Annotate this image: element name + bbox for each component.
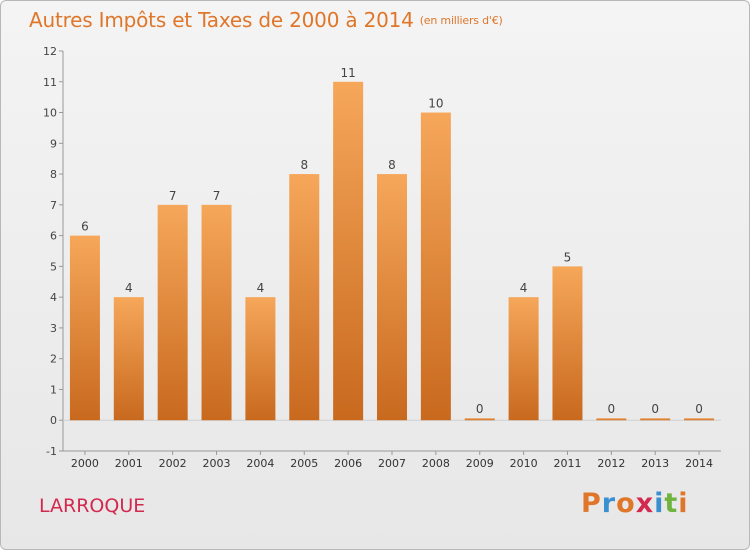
y-tick-label: 3 xyxy=(50,322,57,335)
chart-unit: (en milliers d'€) xyxy=(419,14,503,27)
data-label-2009: 0 xyxy=(476,402,484,416)
bar-2009 xyxy=(464,418,495,421)
data-label-2014: 0 xyxy=(695,402,703,416)
y-tick-label: 12 xyxy=(43,45,57,58)
y-tick-label: 10 xyxy=(43,107,57,120)
y-tick-label: 1 xyxy=(50,383,57,396)
data-label-2001: 4 xyxy=(125,281,133,295)
data-label-2005: 8 xyxy=(300,158,308,172)
y-tick-label: 2 xyxy=(50,353,57,366)
data-label-2000: 6 xyxy=(81,220,89,234)
data-label-2004: 4 xyxy=(257,281,265,295)
y-tick-label: 4 xyxy=(50,291,57,304)
bar-2013 xyxy=(640,418,671,421)
bar-2010 xyxy=(508,297,539,421)
bar-2008 xyxy=(420,112,451,421)
bars xyxy=(69,81,715,421)
y-tick-label: 7 xyxy=(50,199,57,212)
y-tick-label: 11 xyxy=(43,76,57,89)
logo-letter: i xyxy=(678,488,689,519)
bar-2001 xyxy=(113,297,144,421)
x-tick-label-2000: 2000 xyxy=(71,457,99,470)
bar-2007 xyxy=(377,174,407,421)
x-tick-label-2010: 2010 xyxy=(510,457,538,470)
data-label-2013: 0 xyxy=(651,402,659,416)
data-label-2011: 5 xyxy=(564,250,572,264)
data-label-2003: 7 xyxy=(213,189,221,203)
logo-letter: o xyxy=(616,488,636,519)
x-tick-label-2014: 2014 xyxy=(685,457,713,470)
chart-title-text: Autres Impôts et Taxes de 2000 à 2014 xyxy=(29,8,414,32)
bar-2003 xyxy=(201,204,232,421)
y-tick-label: 8 xyxy=(50,168,57,181)
x-tick-label-2008: 2008 xyxy=(422,457,450,470)
commune-name: LARROQUE xyxy=(39,495,146,517)
x-tick-label-2002: 2002 xyxy=(159,457,187,470)
data-label-2012: 0 xyxy=(608,402,616,416)
y-tick-label: 6 xyxy=(50,230,57,243)
data-label-2008: 10 xyxy=(428,97,443,111)
x-tick-label-2013: 2013 xyxy=(641,457,669,470)
y-tick-label: 5 xyxy=(50,260,57,273)
logo-letter: x xyxy=(635,488,655,519)
y-tick-label: -1 xyxy=(46,445,57,458)
bar-2000 xyxy=(69,235,100,421)
x-tick-label-2007: 2007 xyxy=(378,457,406,470)
x-tick-label-2006: 2006 xyxy=(334,457,362,470)
data-label-2010: 4 xyxy=(520,281,528,295)
x-tick-label-2009: 2009 xyxy=(466,457,494,470)
logo-letter: P xyxy=(581,488,602,519)
data-label-2002: 7 xyxy=(169,189,177,203)
logo-letter: i xyxy=(654,488,665,519)
bar-2004 xyxy=(245,297,276,421)
y-tick-label: 0 xyxy=(50,414,57,427)
logo-letter: r xyxy=(601,488,617,519)
y-tick-label: 9 xyxy=(50,137,57,150)
x-tick-label-2011: 2011 xyxy=(553,457,581,470)
x-tick-label-2005: 2005 xyxy=(290,457,318,470)
x-tick-label-2003: 2003 xyxy=(203,457,231,470)
bar-2011 xyxy=(552,266,583,421)
proxiti-logo: Proxiti xyxy=(581,488,689,519)
bar-2002 xyxy=(157,204,188,421)
data-labels: 6 4 7 7 4 8 11 8 10 0 4 5 0 0 0 xyxy=(81,66,703,416)
x-tick-label-2001: 2001 xyxy=(115,457,143,470)
x-tick-label-2012: 2012 xyxy=(597,457,625,470)
chart-title: Autres Impôts et Taxes de 2000 à 2014 (en… xyxy=(29,8,503,32)
logo-letter: t xyxy=(664,488,679,519)
data-label-2006: 11 xyxy=(340,66,355,80)
data-label-2007: 8 xyxy=(388,158,396,172)
bar-2005 xyxy=(289,174,320,421)
bar-2014 xyxy=(684,418,715,421)
bar-2006 xyxy=(333,81,364,421)
x-tick-label-2004: 2004 xyxy=(246,457,274,470)
bar-2012 xyxy=(596,418,627,421)
